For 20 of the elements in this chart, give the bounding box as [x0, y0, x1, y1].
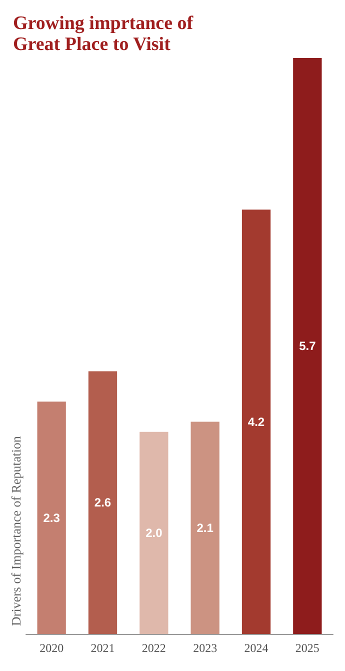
bar: [37, 402, 66, 634]
x-tick-label: 2024: [244, 641, 268, 655]
bar: [88, 371, 118, 634]
chart-title: Growing imprtance of Great Place to Visit: [13, 13, 198, 55]
bar: [190, 422, 220, 634]
data-label: 2.6: [94, 496, 112, 510]
data-label: 2.3: [43, 510, 60, 525]
bar: [140, 432, 168, 634]
x-tick-label: 2023: [193, 641, 218, 655]
data-label: 4.2: [248, 414, 265, 429]
bar: [242, 210, 271, 634]
x-tick-label: 2025: [295, 641, 320, 655]
data-label: 2.0: [146, 526, 163, 540]
x-tick-label: 2020: [40, 641, 64, 655]
x-tick-label: 2022: [142, 641, 166, 655]
y-axis-title: Drivers of Importance of Reputation: [8, 436, 24, 626]
bar: [293, 58, 322, 634]
x-tick-label: 2021: [90, 641, 115, 655]
data-label: 2.1: [196, 520, 214, 535]
data-label: 5.7: [299, 339, 316, 353]
